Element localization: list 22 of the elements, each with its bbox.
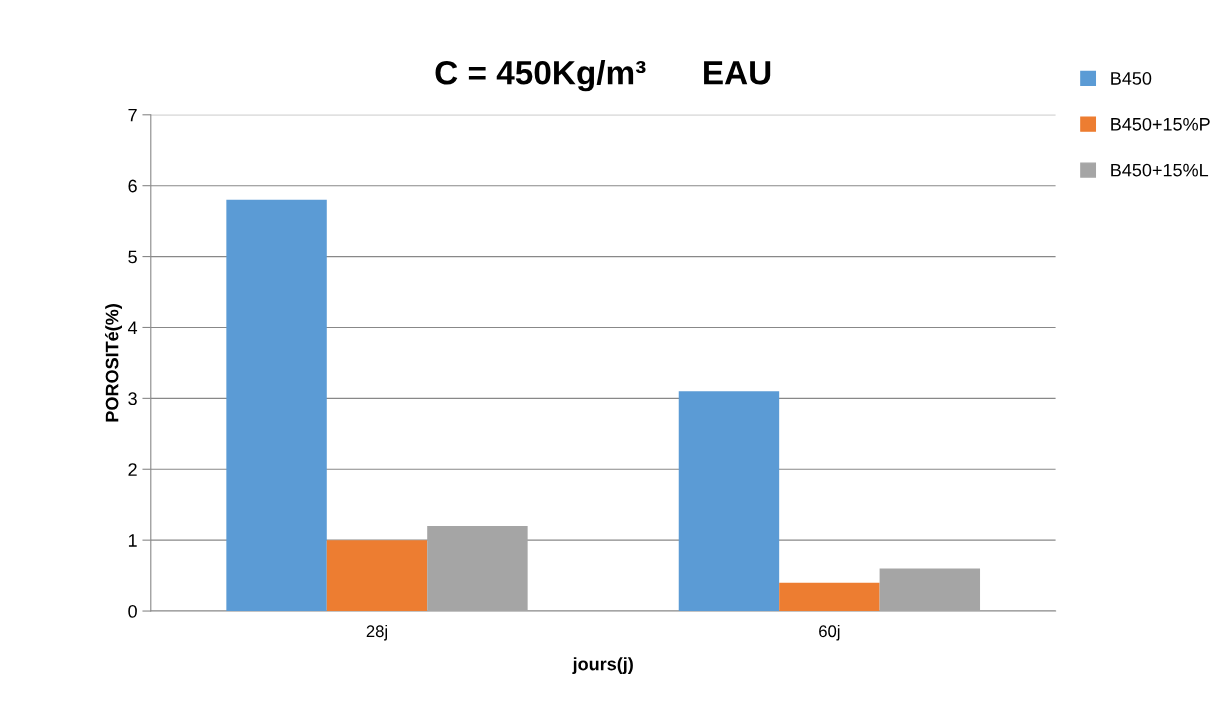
y-tick-label: 1 [128, 534, 137, 547]
bar [879, 568, 981, 612]
bar [427, 525, 528, 612]
legend-label: B450 [1111, 72, 1152, 85]
legend-label: B450+15%P [1111, 117, 1210, 131]
y-tick-label: 7 [128, 108, 137, 122]
chart-title: C = 450Kg/m³ EAU [435, 60, 771, 92]
y-tick-label: 3 [128, 392, 137, 406]
bar [326, 540, 428, 612]
x-tick-label: 60j [819, 624, 840, 641]
x-tick-label: 28j [366, 624, 387, 641]
y-tick-label: 0 [128, 604, 137, 618]
y-tick-label: 5 [128, 250, 137, 264]
y-tick-label: 6 [128, 179, 137, 193]
bar [779, 582, 880, 612]
y-tick-label: 4 [127, 321, 138, 335]
y-tick-label: 2 [128, 463, 137, 476]
x-axis-title: jours(j) [572, 657, 633, 674]
legend-label: B450+15%L [1111, 163, 1209, 177]
y-axis-title: POROSITé(%) [105, 304, 123, 422]
bar [226, 199, 327, 612]
bar [678, 391, 780, 612]
